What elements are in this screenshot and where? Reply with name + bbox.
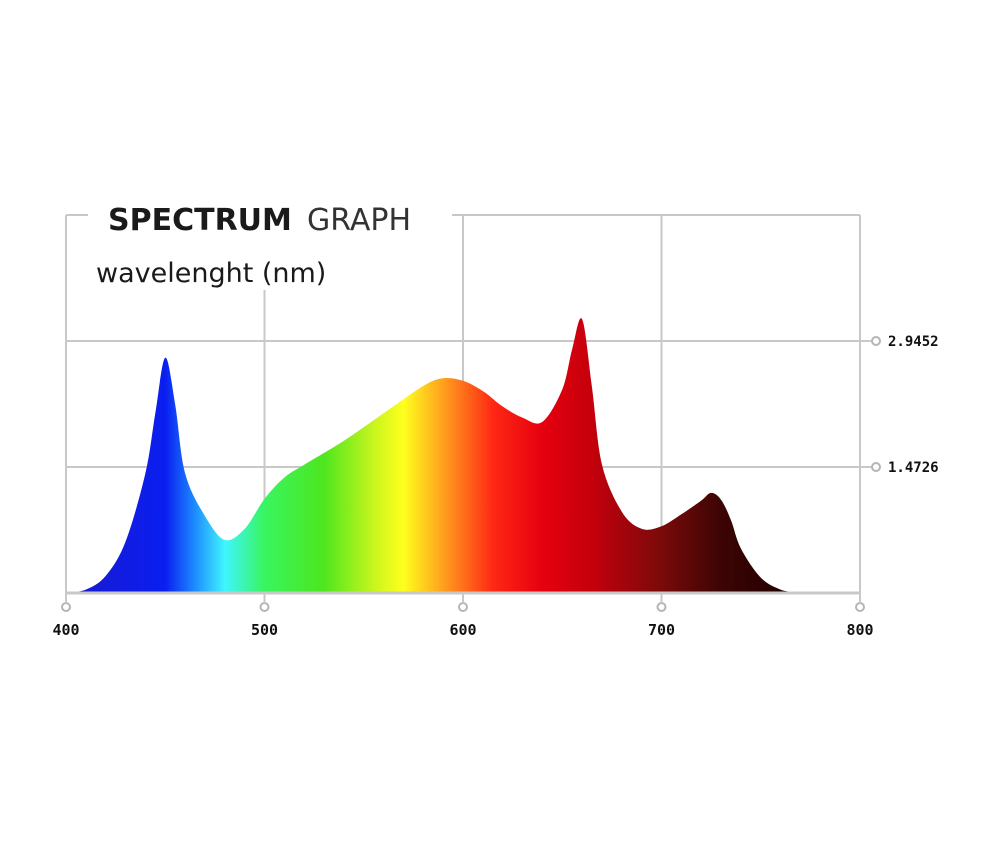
y-tick-label: 1.4726: [888, 460, 939, 476]
x-axis: [61, 591, 865, 612]
title-bold: SPECTRUM: [108, 203, 292, 238]
y-tick-marker: [871, 462, 881, 472]
x-tick-label-700: 700: [648, 621, 675, 639]
x-tick-marker: [61, 602, 71, 612]
x-tick-marker: [656, 602, 667, 612]
tick-labels: 1.4726 2.9452 400 500 600 700 800: [52, 334, 938, 639]
y-tick-label: 2.9452: [888, 334, 939, 350]
x-tick-label-600: 600: [449, 621, 476, 639]
x-tick-label-500: 500: [251, 621, 278, 639]
title-light: GRAPH: [307, 203, 411, 238]
x-tick-marker: [259, 602, 270, 612]
axis-subtitle: wavelenght (nm): [96, 258, 326, 289]
chart-title: SPECTRUM GRAPH: [108, 203, 411, 238]
y-tick-marker: [871, 336, 881, 346]
x-tick-marker: [855, 602, 865, 612]
x-tick-marker: [458, 602, 468, 612]
x-tick-label-400: 400: [52, 621, 79, 639]
spectrum-area: [66, 318, 801, 593]
x-tick-label-800: 800: [846, 621, 873, 639]
